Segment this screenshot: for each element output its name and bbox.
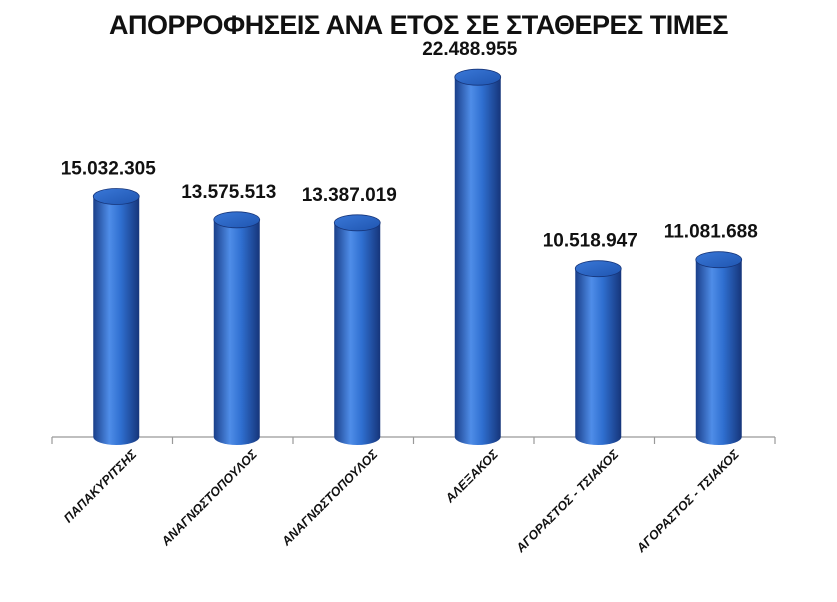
bar <box>334 222 381 445</box>
category-label: ΠΑΠΑΚΥΡΙΤΣΗΣ <box>61 447 140 526</box>
data-label: 15.032.305 <box>61 158 157 179</box>
category-label: ΑΓΟΡΑΣΤΟΣ - ΤΣΙΑΚΟΣ <box>513 447 622 556</box>
bar-top <box>695 251 743 269</box>
category-label: ΑΛΕΞΑΚΟΣ <box>442 447 501 506</box>
bar <box>93 196 140 445</box>
bar <box>575 268 622 445</box>
bar <box>695 259 742 445</box>
bar-top <box>213 211 261 229</box>
bar <box>213 219 260 445</box>
data-label: 10.518.947 <box>543 231 638 252</box>
bar-top <box>92 188 140 205</box>
category-label: ΑΝΑΓΝΩΣΤΟΠΟΥΛΟΣ <box>158 447 260 549</box>
data-label: 22.488.955 <box>422 39 518 60</box>
data-label: 11.081.688 <box>664 222 758 243</box>
chart-title: ΑΠΟΡΡΟΦΗΣΕΙΣ ΑΝΑ ΕΤΟΣ ΣΕ ΣΤΑΘΕΡΕΣ ΤΙΜΕΣ <box>109 10 728 40</box>
category-label: ΑΝΑΓΝΩΣΤΟΠΟΥΛΟΣ <box>279 447 381 549</box>
bar-top <box>454 68 502 86</box>
bar <box>454 77 501 445</box>
category-label: ΑΓΟΡΑΣΤΟΣ - ΤΣΙΑΚΟΣ <box>633 447 742 556</box>
data-label: 13.575.513 <box>181 182 276 203</box>
data-label: 13.387.019 <box>302 185 397 206</box>
bar-top <box>574 260 622 278</box>
bar-top <box>333 214 381 232</box>
